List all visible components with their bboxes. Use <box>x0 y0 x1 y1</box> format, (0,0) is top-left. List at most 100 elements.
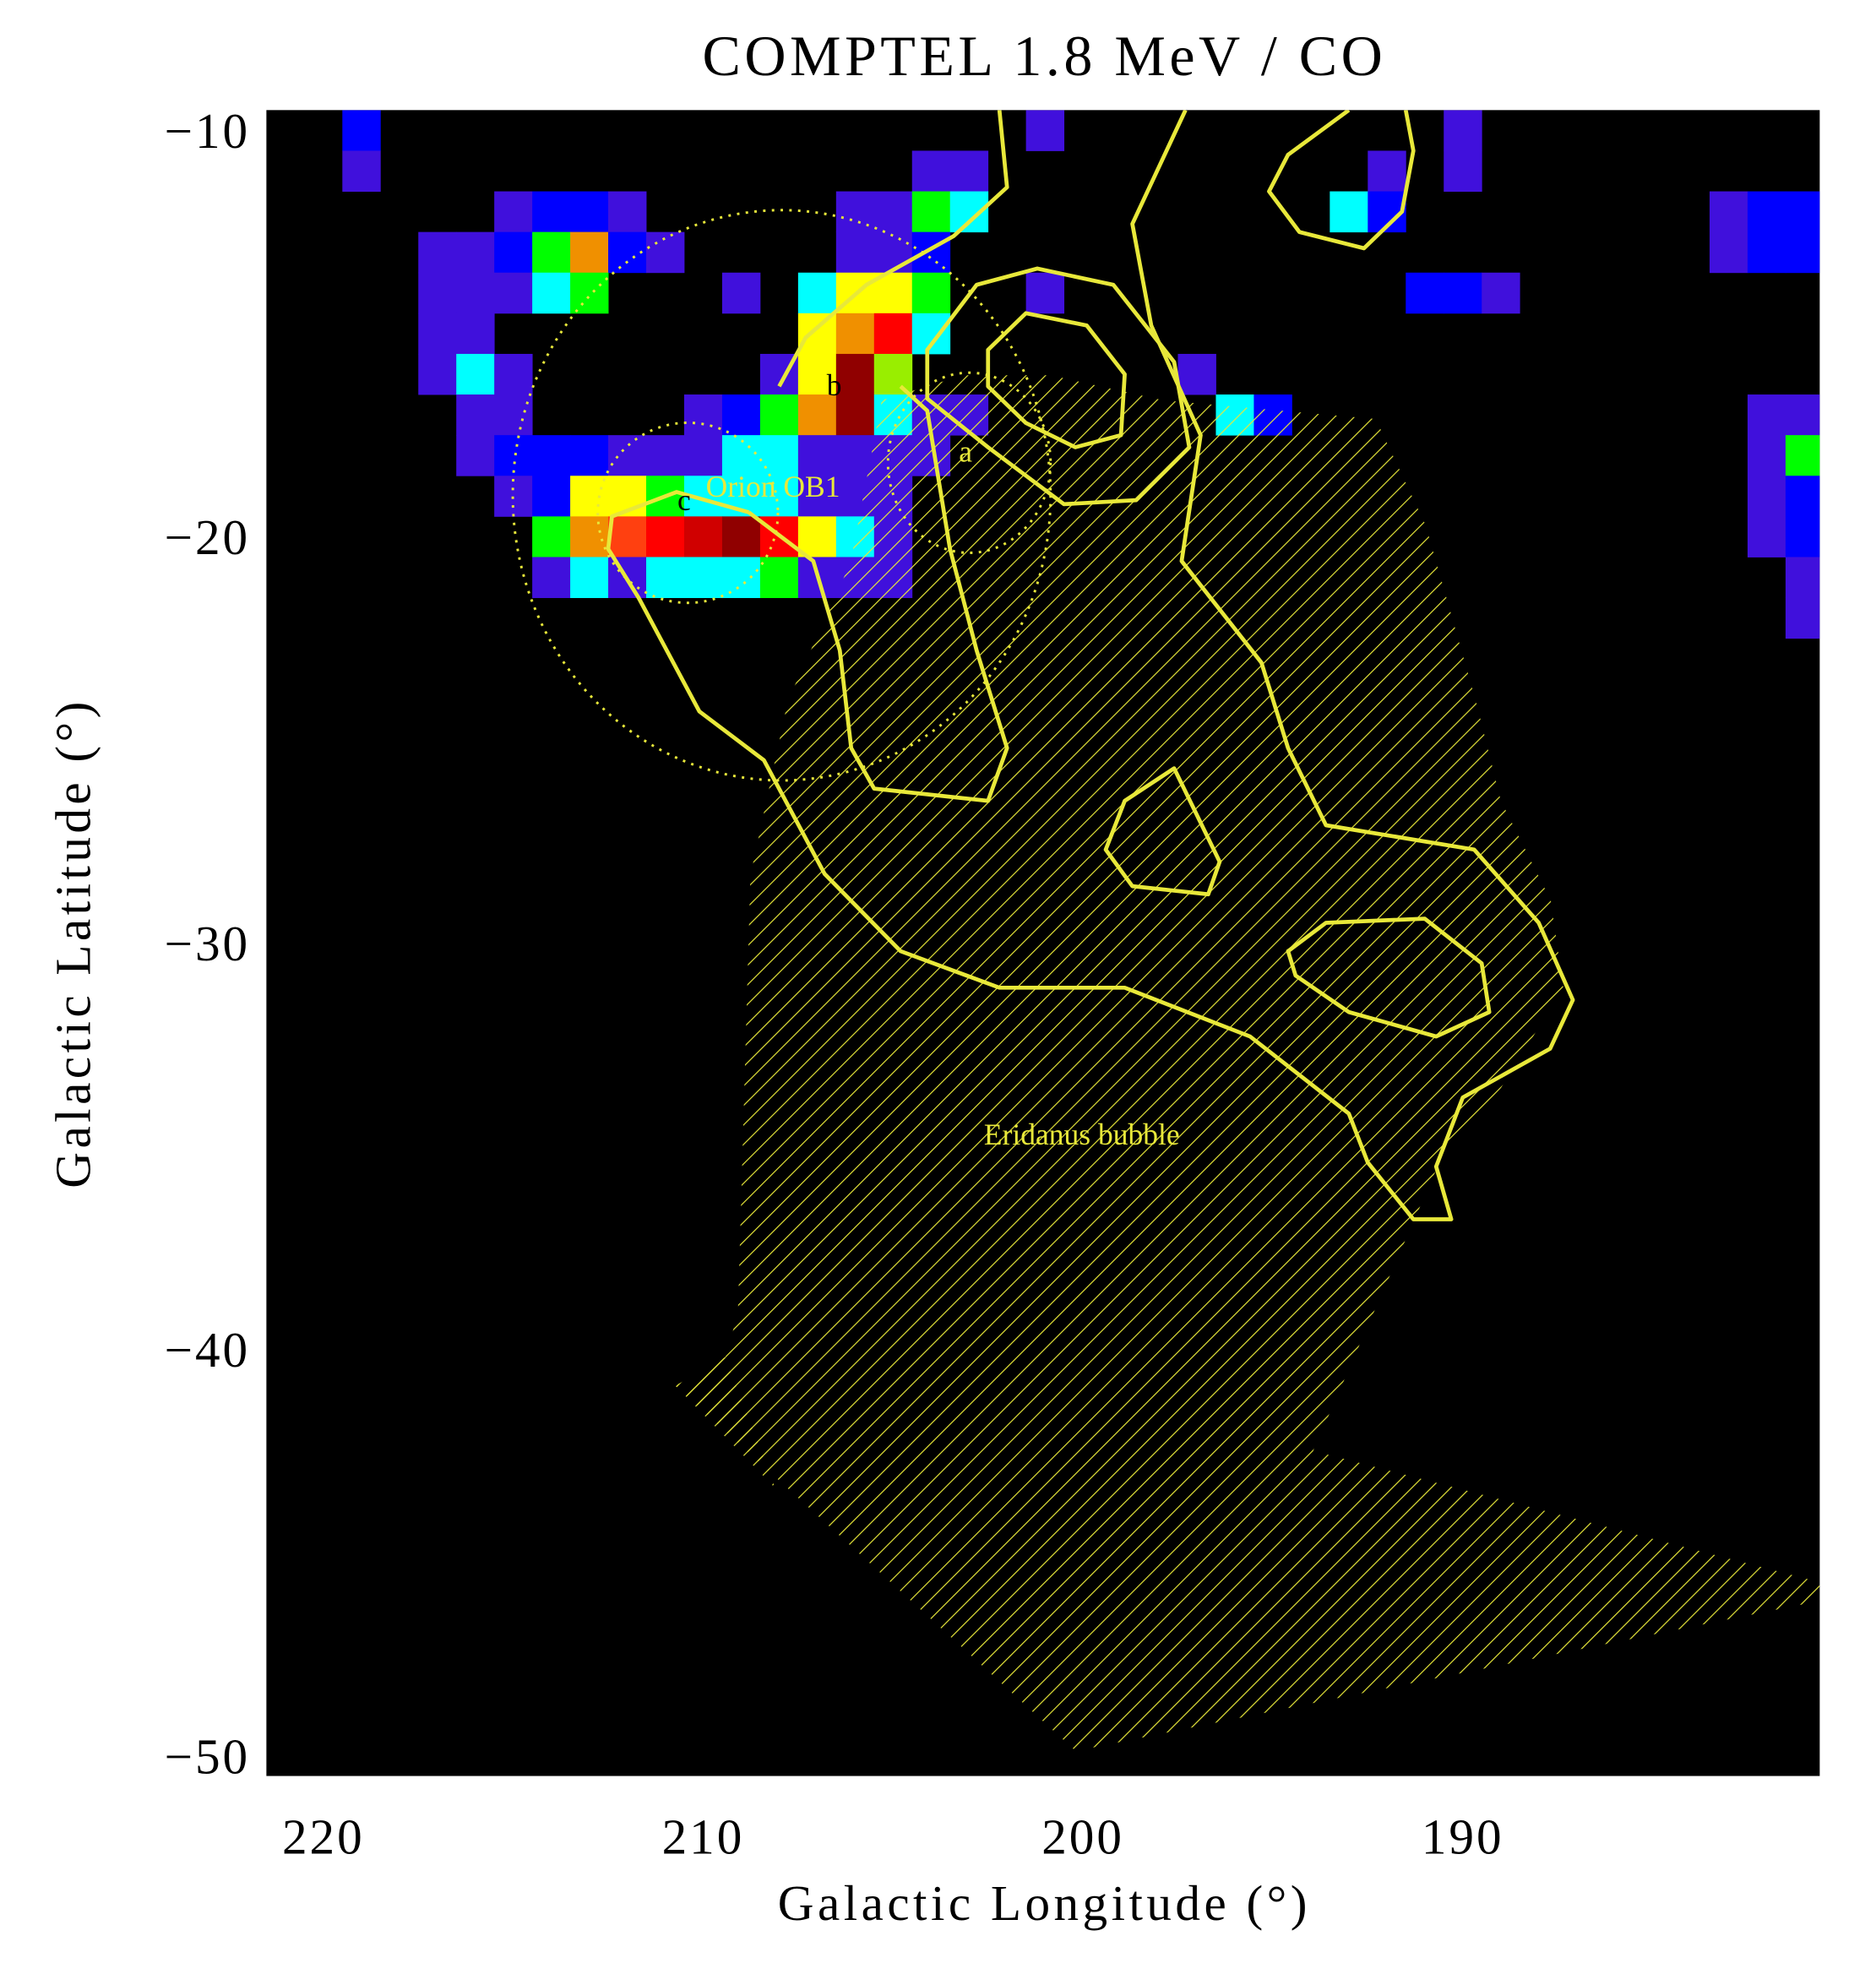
heat-cell <box>646 557 685 599</box>
annotation: b <box>827 368 842 402</box>
heat-cell <box>1368 150 1406 192</box>
heat-cell <box>949 150 989 192</box>
heat-cell <box>1330 191 1368 233</box>
heat-cell <box>456 394 495 436</box>
heat-cell <box>721 272 761 314</box>
heat-cell <box>456 435 495 476</box>
heat-cell <box>873 313 913 355</box>
heat-cell <box>683 557 723 599</box>
heat-cell <box>1482 272 1520 314</box>
heat-cell <box>797 435 837 476</box>
heat-cell <box>608 516 647 557</box>
heat-cell <box>532 231 571 274</box>
heat-cell <box>608 231 647 274</box>
heat-cell <box>1785 476 1820 517</box>
heat-cell <box>759 435 799 476</box>
heat-cell <box>646 435 685 476</box>
heat-cell <box>532 435 571 476</box>
contour-line <box>925 266 1192 507</box>
heat-cell <box>1824 435 1862 476</box>
y-tick-label: −40 <box>165 1322 251 1378</box>
x-tick-label: 200 <box>1041 1808 1124 1864</box>
heat-cell <box>532 191 571 233</box>
heat-cell <box>911 313 951 355</box>
heat-cell <box>570 516 609 557</box>
eridanus-region <box>675 375 1820 1751</box>
heat-cell <box>911 191 951 233</box>
contour-line <box>748 384 1009 803</box>
heat-cell <box>494 272 533 314</box>
annotation: c <box>677 483 691 517</box>
heat-cell <box>873 191 913 233</box>
heat-cell <box>835 394 875 436</box>
y-tick-label: −20 <box>165 509 251 565</box>
heat-cell <box>342 150 381 192</box>
heat-cell <box>1747 476 1786 517</box>
heat-cell <box>1747 435 1786 476</box>
heat-cell <box>1747 394 1786 436</box>
y-tick-label: −10 <box>165 103 251 159</box>
heat-cell <box>418 272 457 314</box>
heat-cell <box>835 353 875 395</box>
heat-cell <box>1747 231 1786 274</box>
heat-cell <box>342 110 381 151</box>
heat-cell <box>797 394 837 436</box>
heatmap <box>342 110 1862 639</box>
x-tick-label: 220 <box>282 1808 365 1864</box>
heat-cell <box>532 516 571 557</box>
annotation: Eridanus bubble <box>984 1118 1180 1151</box>
y-tick-label: −30 <box>165 916 251 971</box>
contour-line <box>1103 766 1222 897</box>
heat-cell <box>1444 110 1482 151</box>
heat-cell <box>418 231 457 274</box>
heat-cell <box>797 272 837 314</box>
heat-cell <box>532 272 571 314</box>
heat-cell <box>570 476 609 517</box>
annotation: a <box>959 434 972 468</box>
contour-line <box>777 110 1009 388</box>
hatched-region <box>675 1357 776 1489</box>
orion-circle <box>511 209 1052 782</box>
heat-cell <box>1747 191 1786 233</box>
heat-cell <box>721 394 761 436</box>
heat-cell <box>797 313 837 355</box>
annotation: Orion OB1 <box>706 470 840 503</box>
heat-cell <box>835 231 875 274</box>
heat-cell <box>456 353 495 395</box>
x-tick-label: 190 <box>1422 1808 1504 1864</box>
heat-cell <box>797 353 837 395</box>
heat-cell <box>835 435 875 476</box>
heat-cell <box>570 191 609 233</box>
heat-cell <box>494 435 533 476</box>
heat-cell <box>1025 110 1065 151</box>
contour-line <box>1267 110 1416 251</box>
heat-cell <box>456 313 495 355</box>
heat-cell <box>911 150 951 192</box>
heat-cell <box>721 435 761 476</box>
heat-cell <box>570 272 609 314</box>
heat-cell <box>873 272 913 314</box>
heat-cell <box>911 272 951 314</box>
heat-cell <box>873 231 913 274</box>
heat-cell <box>797 516 837 557</box>
heat-cell <box>683 394 723 436</box>
heat-cell <box>646 231 685 274</box>
heat-cell <box>494 231 533 274</box>
heat-cell <box>608 191 647 233</box>
heat-cell <box>1406 272 1444 314</box>
heat-cell <box>570 231 609 274</box>
heat-cell <box>1177 353 1216 395</box>
hatched-region <box>675 375 1820 1751</box>
heat-cell <box>873 353 913 395</box>
x-axis-title: Galactic Longitude (°) <box>778 1875 1311 1931</box>
heat-cell <box>570 435 609 476</box>
heat-cell <box>1709 191 1748 233</box>
heat-cell <box>1444 150 1482 192</box>
heat-cell <box>1785 191 1820 233</box>
contours <box>606 110 1575 1221</box>
contour-line <box>606 110 1575 1221</box>
circles <box>511 209 1052 782</box>
x-tick-label: 210 <box>662 1808 745 1864</box>
